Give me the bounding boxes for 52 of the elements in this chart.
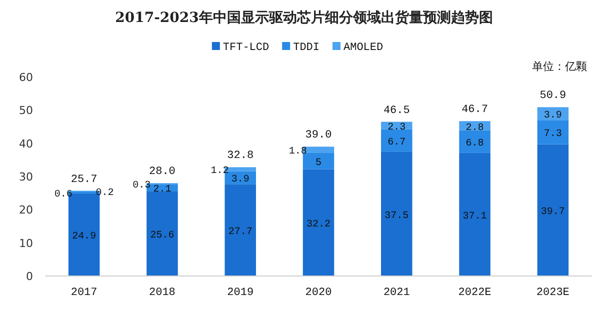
x-tick-label: 2020	[305, 287, 332, 299]
data-label: 3.9	[231, 174, 250, 186]
data-label: 24.9	[72, 232, 96, 243]
total-label: 39.0	[305, 130, 332, 142]
data-label: 6.8	[466, 138, 484, 150]
x-tick-label: 2021	[383, 287, 410, 299]
bar	[537, 144, 569, 276]
bar	[381, 152, 412, 276]
data-label: 6.7	[388, 138, 406, 149]
y-tick-label: 0	[26, 270, 33, 283]
bar	[302, 169, 334, 276]
total-label: 46.5	[383, 104, 410, 117]
data-label: 25.6	[150, 230, 174, 242]
data-label: 7.3	[544, 129, 562, 140]
total-label: 28.0	[149, 166, 176, 178]
bar	[459, 152, 490, 276]
legend-label: AMOLED	[344, 42, 384, 54]
data-label: 5	[315, 158, 322, 169]
data-label: 2.8	[466, 122, 484, 134]
x-tick-label: 2017	[70, 287, 98, 299]
y-tick-label: 10	[19, 236, 33, 250]
chart-title: 2017-2023年中国显示驱动芯片细分领域出货量预测趋势图	[115, 10, 493, 26]
x-tick-label: 2022E	[458, 287, 492, 299]
bar	[381, 129, 412, 152]
data-label: 39.7	[540, 207, 565, 218]
data-label: 37.5	[384, 210, 409, 222]
total-label: 46.7	[462, 104, 488, 116]
bar	[459, 130, 490, 153]
total-label: 25.7	[70, 174, 98, 186]
x-tick-label: 2023E	[536, 287, 570, 299]
total-label: 50.9	[540, 90, 566, 102]
x-tick-label: 2018	[149, 287, 176, 299]
y-tick-label: 60	[19, 71, 33, 84]
data-label: 32.2	[306, 220, 331, 231]
bar	[224, 184, 256, 276]
legend-label: TDDI	[293, 42, 320, 54]
data-label: 3.9	[544, 110, 562, 122]
bar	[537, 120, 569, 144]
x-tick-label: 2019	[227, 287, 254, 299]
total-label: 32.8	[227, 150, 254, 162]
data-label: 37.1	[462, 211, 487, 222]
data-label: 27.7	[228, 227, 252, 238]
legend-label: TFT-LCD	[222, 42, 270, 54]
y-tick-label: 50	[19, 104, 33, 118]
data-label: 2.1	[153, 184, 172, 196]
y-tick-label: 20	[19, 204, 33, 217]
y-tick-label: 30	[19, 170, 33, 184]
bar	[146, 191, 178, 276]
bar	[302, 152, 334, 170]
data-label: 2.3	[388, 122, 406, 134]
y-tick-label: 40	[19, 137, 33, 150]
text: 单位：亿颗	[532, 60, 587, 73]
